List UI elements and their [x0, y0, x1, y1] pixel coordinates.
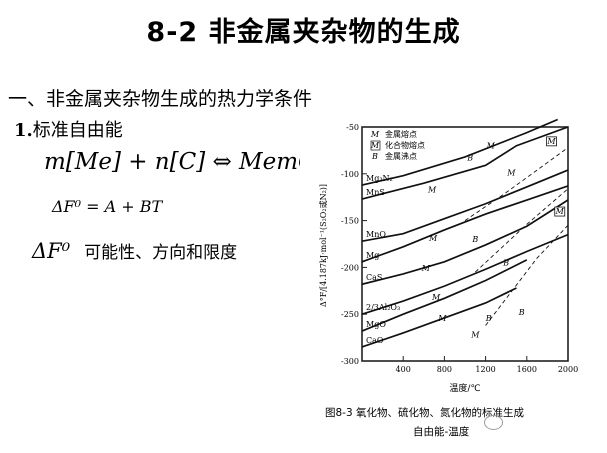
point-marker: B [485, 314, 492, 323]
wechat-icon [484, 415, 503, 430]
series-line [361, 199, 569, 286]
delta-statement: ΔF⁰ 可能性、方向和限度 [32, 238, 237, 263]
figure-caption-line1: 图8-3 氧化物、硫化物、氮化物的标准生成 [325, 407, 524, 419]
series-label: CaO [366, 336, 384, 345]
point-marker: M [431, 293, 441, 302]
series-label: 2/3Al₂O₃ [366, 303, 400, 312]
free-energy-equation: ΔF⁰ = A + BT [52, 197, 163, 216]
point-marker: M [421, 264, 431, 273]
point-marker: M [546, 137, 556, 146]
series-label: MnO [366, 230, 386, 239]
series-label: CaS [366, 273, 382, 282]
free-energy-figure: M 金属熔点 M 化合物熔点 B 金属沸点 -50 -100 -150 -200 -250 -300… [300, 115, 606, 453]
y-axis-label: Δ°F/[4.187kJ·mol⁻¹(S₂O₂或N₂)] [319, 183, 329, 308]
series-line [361, 185, 569, 263]
legend-label: 化合物熔点 [385, 140, 425, 150]
y-tick-label: -300 [341, 357, 359, 366]
subsection-number: 1. [14, 120, 33, 141]
point-marker: B [466, 154, 473, 163]
series-line [361, 118, 559, 186]
point-marker: M [506, 169, 516, 178]
y-tick-label: -200 [341, 263, 359, 272]
x-tick-label: 1600 [517, 365, 537, 374]
chart-legend: M 金属熔点 M 化合物熔点 B 金属沸点 [370, 129, 425, 161]
series-label: Mg₃N₂ [366, 174, 393, 183]
dashed-series-line [464, 147, 569, 221]
legend-label: 金属熔点 [385, 129, 417, 139]
series-label: Mg [366, 251, 379, 260]
legend-label: 金属沸点 [385, 151, 417, 161]
legend-symbol: M [370, 130, 380, 139]
dashed-series-line [474, 188, 569, 273]
x-tick-label: 1200 [475, 365, 495, 374]
compound-melting-marker [546, 136, 557, 147]
point-marker: B [502, 259, 509, 268]
subsection-heading: 1.标准自由能 [14, 116, 123, 142]
delta-symbol: ΔF⁰ [32, 239, 71, 263]
series-line [361, 287, 517, 348]
y-tick-label: -150 [341, 217, 359, 226]
x-tick-label: 2000 [558, 365, 578, 374]
delta-text: 可能性、方向和限度 [84, 243, 238, 263]
legend-symbol: B [371, 152, 378, 161]
point-marker: M [428, 234, 438, 243]
section-heading: 一、非金属夹杂物生成的热力学条件 [8, 88, 313, 110]
series-label: MnS [366, 188, 385, 197]
y-tick-label: -250 [341, 310, 359, 319]
page-title: 8-2 非金属夹杂物的生成 [146, 17, 461, 48]
point-marker: M [486, 142, 496, 151]
y-tick-label: -100 [341, 170, 359, 179]
legend-box [370, 140, 381, 151]
x-axis-label: 温度/℃ [449, 382, 480, 394]
watermark [484, 415, 507, 430]
compound-melting-marker [554, 206, 566, 217]
point-marker: M [470, 331, 480, 340]
point-marker: M [427, 186, 437, 195]
point-marker: B [518, 308, 525, 317]
series-line [361, 259, 528, 332]
series-line [361, 233, 569, 316]
series-label: MgO [366, 320, 386, 329]
free-energy-chart: M 金属熔点 M 化合物熔点 B 金属沸点 -50 -100 -150 -200 -250 -300… [300, 115, 606, 405]
subsection-label: 标准自由能 [32, 120, 123, 141]
figure-caption-line2: 自由能-温度 [413, 426, 470, 438]
point-marker: B [471, 235, 478, 244]
series-line [361, 126, 569, 200]
point-marker: M [555, 207, 565, 216]
point-marker: M [437, 314, 447, 323]
x-tick-label: 800 [437, 365, 452, 374]
x-tick-label: 400 [396, 365, 411, 374]
plot-frame [361, 126, 569, 362]
series-line [361, 169, 569, 243]
y-tick-label: -50 [346, 123, 359, 132]
legend-symbol: M [370, 141, 380, 150]
dashed-series-line [485, 224, 569, 326]
reaction-equation: m[Me] + n[C] ⇔ MemCn [44, 149, 331, 175]
